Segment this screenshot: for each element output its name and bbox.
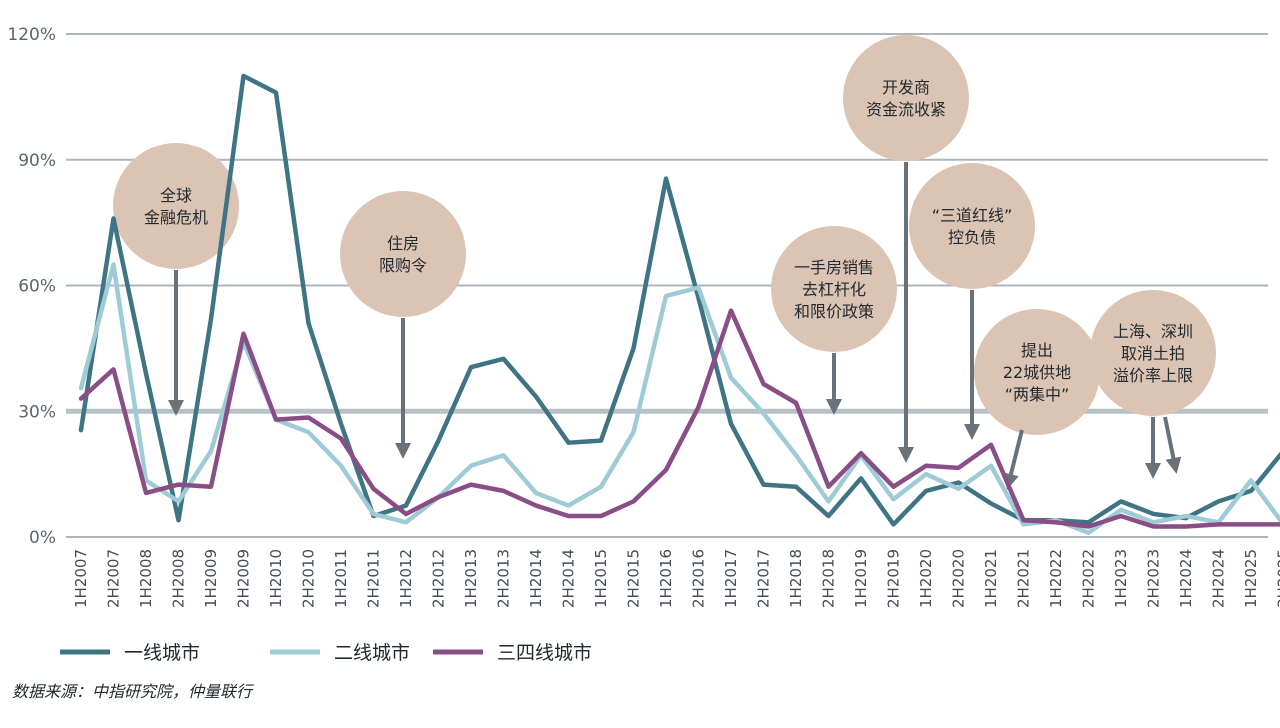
series-line xyxy=(78,73,1280,527)
x-tick-label: 2H2018 xyxy=(820,549,838,608)
source-note: 数据来源：中指研究院，仲量联行 xyxy=(12,682,253,701)
legend-label: 二线城市 xyxy=(334,642,410,664)
legend-label: 一线城市 xyxy=(124,642,200,664)
x-tick-label: 2H2013 xyxy=(495,549,513,608)
x-tick-label: 2H2009 xyxy=(235,549,253,608)
y-tick-label: 60% xyxy=(18,277,56,297)
x-tick-label: 1H2021 xyxy=(982,549,1000,608)
annotation-text: 全球 xyxy=(160,186,192,205)
annotation-bubble xyxy=(771,226,897,352)
x-tick-label: 2H2007 xyxy=(105,549,123,608)
annotation-text: 溢价率上限 xyxy=(1113,366,1193,385)
annotation-text: “三道红线” xyxy=(932,206,1013,225)
x-tick-label: 1H2008 xyxy=(137,549,155,608)
annotation-text: 一手房销售 xyxy=(794,258,874,277)
x-tick-label: 1H2017 xyxy=(722,549,740,608)
annotation-text: 资金流收紧 xyxy=(866,100,946,119)
annotation-text: 开发商 xyxy=(882,78,930,97)
x-tick-label: 2H2014 xyxy=(560,549,578,608)
x-tick-label: 2H2023 xyxy=(1145,549,1163,608)
annotation-text: 上海、深圳 xyxy=(1113,322,1193,341)
annotation-text: 去杠杆化 xyxy=(802,280,866,299)
x-tick-label: 1H2023 xyxy=(1112,549,1130,608)
x-axis-labels: 1H2007 2H2007 1H2008 2H2008 1H2009 2H2009 1H20… xyxy=(72,549,1280,608)
annotation-text: “两集中” xyxy=(1005,385,1070,404)
x-tick-label: 2H2017 xyxy=(755,549,773,608)
x-tick-label: 2H2010 xyxy=(300,549,318,608)
legend: 一线城市 二线城市 三四线城市 xyxy=(60,642,592,664)
annotation-text: 住房 xyxy=(387,234,419,253)
y-tick-label: 0% xyxy=(29,528,56,548)
x-tick-label: 1H2011 xyxy=(332,549,350,608)
x-tick-label: 1H2024 xyxy=(1177,549,1195,608)
y-tick-label: 90% xyxy=(18,151,56,171)
x-tick-label: 3H2025 xyxy=(1275,549,1280,608)
x-tick-label: 1H2016 xyxy=(657,549,675,608)
x-tick-label: 2H2020 xyxy=(950,549,968,608)
x-tick-label: 1H2014 xyxy=(527,549,545,608)
x-tick-label: 2H2015 xyxy=(625,549,643,608)
x-tick-label: 2H2021 xyxy=(1015,549,1033,608)
annotation-text: 和限价政策 xyxy=(794,302,874,321)
x-tick-label: 2H2016 xyxy=(690,549,708,608)
x-tick-label: 1H2022 xyxy=(1047,549,1065,608)
x-tick-label: 1H2010 xyxy=(267,549,285,608)
x-tick-label: 2H2022 xyxy=(1080,549,1098,608)
y-tick-label: 120% xyxy=(7,25,56,45)
annotation-bubble xyxy=(113,143,239,269)
annotation-text: 取消土拍 xyxy=(1121,344,1185,363)
annotation-arrow xyxy=(1003,429,1024,490)
x-tick-label: 1H2013 xyxy=(462,549,480,608)
annotation-text: 控负债 xyxy=(948,228,996,247)
x-tick-label: 1H2019 xyxy=(852,549,870,608)
y-tick-label: 30% xyxy=(18,402,56,422)
x-tick-label: 1H2025 xyxy=(1242,549,1260,608)
x-tick-label: 1H2015 xyxy=(592,549,610,608)
grid-layer: 0% 30% 60% 90% 120% xyxy=(7,25,1268,548)
annotation-bubble xyxy=(909,163,1035,289)
annotation-arrow xyxy=(1163,416,1182,474)
annotation-bubble xyxy=(1090,290,1216,416)
series-line xyxy=(78,262,1280,536)
x-tick-label: 2H2024 xyxy=(1210,549,1228,608)
annotation-text: 金融危机 xyxy=(144,208,208,227)
x-tick-label: 1H2007 xyxy=(72,549,90,608)
annotation-text: 限购令 xyxy=(379,256,427,275)
annotation-bubble xyxy=(843,35,969,161)
x-tick-label: 2H2012 xyxy=(430,549,448,608)
legend-label: 三四线城市 xyxy=(497,642,592,664)
series-layer xyxy=(78,73,1280,536)
x-tick-label: 1H2020 xyxy=(917,549,935,608)
x-tick-label: 2H2011 xyxy=(365,549,383,608)
annotation-text: 22城供地 xyxy=(1003,363,1071,382)
annotation-bubble xyxy=(340,191,466,317)
x-tick-label: 2H2019 xyxy=(885,549,903,608)
x-tick-label: 2H2008 xyxy=(170,549,188,608)
annotation-text: 提出 xyxy=(1021,341,1053,360)
series-line xyxy=(78,308,1280,529)
x-tick-label: 1H2009 xyxy=(202,549,220,608)
annotation-bubble xyxy=(974,309,1100,435)
x-tick-label: 1H2018 xyxy=(787,549,805,608)
x-tick-label: 1H2012 xyxy=(397,549,415,608)
